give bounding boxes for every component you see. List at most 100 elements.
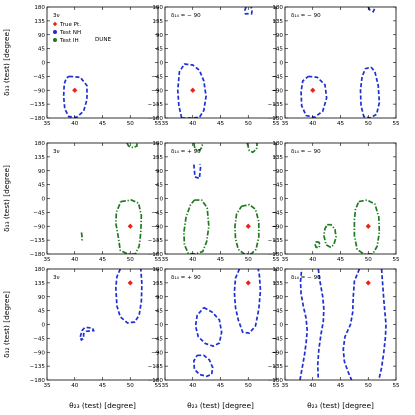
- y-tick-label: 0: [41, 61, 45, 67]
- annotation-label: δ₁₄ = − 90: [171, 13, 201, 19]
- x-tick-label: 45: [337, 121, 345, 127]
- x-tick-label: 55: [154, 257, 162, 263]
- x-tick-label: 50: [365, 121, 373, 127]
- y-axis-label: δ₁₂ (test) [degree]: [2, 291, 11, 358]
- contour-nh-1: [79, 326, 95, 342]
- y-tick-label: 180: [34, 141, 45, 147]
- contour-nh-0: [193, 163, 202, 180]
- contour-nh-0: [114, 269, 143, 324]
- contour-group: [314, 199, 381, 254]
- contour-ih-3: [193, 143, 204, 152]
- true-point-marker: [245, 223, 251, 229]
- x-tick-label: 50: [127, 257, 135, 263]
- y-tick-label: −135: [148, 102, 164, 108]
- annotation-label: δ₁₄ = − 90: [291, 275, 321, 281]
- contour-nh-2: [367, 7, 377, 13]
- y-tick-label: −45: [271, 336, 283, 342]
- x-tick-label: 45: [217, 257, 225, 263]
- y-tick-label: 0: [279, 323, 283, 329]
- x-axis-label: θ₂₃ (test) [degree]: [69, 401, 136, 410]
- x-tick-label: 35: [43, 383, 51, 389]
- y-tick-label: −135: [30, 364, 46, 370]
- legend-label: Test IH: [59, 38, 79, 44]
- contour-nh-0: [300, 75, 328, 118]
- contour-nh-0: [62, 75, 88, 118]
- y-tick-label: 0: [159, 61, 163, 67]
- contour-group: [176, 7, 254, 118]
- x-tick-label: 50: [245, 121, 253, 127]
- y-tick-label: −135: [30, 102, 46, 108]
- contour-nh-3: [316, 269, 325, 380]
- panel-frame: [46, 268, 159, 381]
- contour-nh-2: [192, 354, 214, 378]
- x-tick-label: 35: [281, 383, 289, 389]
- x-tick-label: 40: [71, 257, 79, 263]
- annotation-label: 3ν: [53, 275, 60, 281]
- x-tick-label: 45: [99, 383, 107, 389]
- y-tick-label: 135: [34, 281, 45, 287]
- legend-test-nhmarker: [53, 30, 57, 34]
- y-tick-label: −90: [33, 350, 45, 356]
- true-point-marker: [127, 280, 133, 286]
- contour-ih-1: [183, 199, 210, 254]
- x-tick-label: 35: [281, 121, 289, 127]
- x-tick-label: 55: [154, 383, 162, 389]
- annotation-label: δ₁₄ = + 90: [171, 149, 201, 155]
- y-tick-label: −180: [30, 378, 46, 384]
- y-tick-label: −135: [268, 102, 284, 108]
- legend-test-ihmarker: [53, 38, 57, 42]
- y-tick-label: −90: [33, 224, 45, 230]
- contour-group: [299, 269, 387, 380]
- panel-frame: [46, 142, 159, 255]
- contour-group: [300, 7, 381, 118]
- x-tick-label: 40: [309, 383, 317, 389]
- true-point-marker: [127, 223, 133, 229]
- contour-nh-1: [194, 306, 223, 347]
- y-tick-label: 180: [34, 267, 45, 273]
- x-tick-label: 40: [71, 383, 79, 389]
- y-tick-label: 135: [34, 19, 45, 25]
- contour-nh-0: [176, 63, 207, 118]
- y-tick-label: −180: [30, 252, 46, 258]
- x-tick-label: 50: [365, 257, 373, 263]
- x-tick-label: 35: [161, 383, 169, 389]
- y-tick-label: 45: [156, 47, 164, 53]
- x-tick-label: 40: [189, 257, 197, 263]
- y-tick-label: 45: [276, 183, 284, 189]
- x-tick-label: 55: [392, 121, 400, 127]
- x-tick-label: 40: [309, 257, 317, 263]
- panel-frame: [284, 268, 397, 381]
- y-axis-label: δ₁₃ (test) [degree]: [2, 165, 11, 232]
- contour-ih-2: [126, 143, 138, 149]
- y-tick-label: 90: [38, 33, 46, 39]
- y-tick-label: 0: [41, 323, 45, 329]
- x-axis-label: θ₂₃ (test) [degree]: [187, 401, 254, 410]
- y-tick-label: −45: [271, 210, 283, 216]
- x-tick-label: 45: [217, 383, 225, 389]
- legend: True Pt. Test NH Test IH: [52, 21, 81, 44]
- panels-layer: 35 40 45 50 55−180−135−90−45045901351803νDUN…: [2, 5, 400, 410]
- contour-nh-0: [342, 269, 361, 380]
- x-tick-label: 55: [272, 257, 280, 263]
- y-tick-label: −90: [151, 88, 163, 94]
- annotation-label: δ₁₄ = + 90: [171, 275, 201, 281]
- panel-r0c0: 35 40 45 50 55−180−135−90−45045901351803νDUN…: [2, 5, 162, 127]
- true-point-marker: [245, 280, 251, 286]
- y-tick-label: 180: [272, 267, 283, 273]
- contour-nh-1: [377, 269, 387, 380]
- y-tick-label: 0: [159, 197, 163, 203]
- y-tick-label: −45: [151, 210, 163, 216]
- contour-ih-4: [246, 143, 258, 154]
- y-tick-label: 45: [276, 47, 284, 53]
- annotation-label: 3ν: [53, 149, 60, 155]
- y-tick-label: −180: [148, 378, 164, 384]
- contour-group: [183, 143, 260, 254]
- x-tick-label: 50: [127, 121, 135, 127]
- x-tick-label: 50: [365, 383, 373, 389]
- y-tick-label: 135: [272, 155, 283, 161]
- y-tick-label: −180: [148, 116, 164, 122]
- panel-r1c0: 35 40 45 50 55−180−135−90−45045901351803νδ₁₃…: [2, 141, 162, 263]
